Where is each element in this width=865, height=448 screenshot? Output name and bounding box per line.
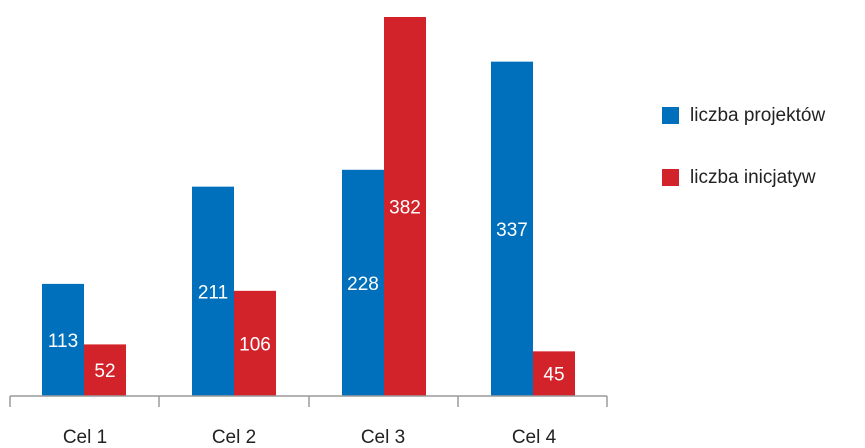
bar-value-label: 45 — [543, 365, 564, 386]
bar-labels-group: 113 52 211 106 228 382 337 45 — [48, 198, 565, 386]
legend-swatch-2 — [662, 169, 679, 186]
bar-inicjatywy-2 — [234, 290, 276, 396]
bar-value-label: 106 — [239, 334, 271, 355]
category-label-4: Cel 4 — [512, 427, 557, 448]
bars-group — [42, 17, 575, 396]
bar-projekty-2 — [192, 186, 234, 396]
bar-value-label: 337 — [496, 220, 528, 241]
bar-inicjatywy-1 — [84, 344, 126, 396]
category-label-2: Cel 2 — [212, 427, 256, 448]
category-label-3: Cel 3 — [361, 427, 405, 448]
category-label-1: Cel 1 — [63, 427, 107, 448]
x-axis — [9, 395, 608, 407]
legend-swatch-1 — [662, 107, 679, 124]
bar-value-label: 211 — [198, 282, 228, 303]
category-labels-group: Cel 1 Cel 2 Cel 3 Cel 4 — [63, 427, 557, 448]
legend-label-2: liczba inicjatyw — [690, 167, 816, 188]
bar-value-label: 382 — [389, 198, 421, 219]
bar-value-label: 113 — [48, 331, 78, 352]
bar-projekty-3 — [342, 169, 384, 396]
legend: liczba projektów liczba inicjatyw — [662, 105, 825, 188]
bar-value-label: 228 — [347, 274, 379, 295]
bar-projekty-1 — [42, 283, 84, 396]
bar-inicjatywy-4 — [533, 351, 575, 396]
bar-value-label: 52 — [94, 361, 115, 382]
bar-projekty-4 — [491, 61, 533, 396]
bar-inicjatywy-3 — [384, 17, 426, 396]
legend-label-1: liczba projektów — [690, 105, 825, 126]
